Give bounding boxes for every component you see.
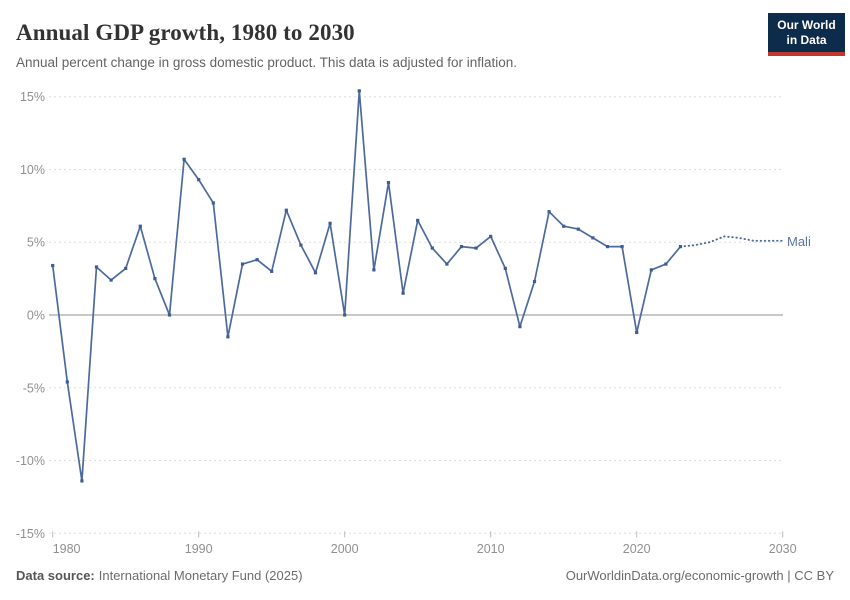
chart-subtitle: Annual percent change in gross domestic …: [16, 55, 518, 70]
series-line-mali[interactable]: [51, 89, 784, 483]
svg-text:1980: 1980: [53, 542, 81, 556]
svg-text:5%: 5%: [27, 236, 45, 250]
svg-text:2000: 2000: [331, 542, 359, 556]
owid-logo-line1: Our World: [777, 18, 836, 32]
svg-text:2030: 2030: [769, 542, 797, 556]
svg-text:-5%: -5%: [23, 381, 45, 395]
svg-text:15%: 15%: [20, 90, 45, 104]
svg-text:10%: 10%: [20, 163, 45, 177]
owid-logo-line2: in Data: [786, 33, 827, 47]
footer-attribution-link[interactable]: OurWorldinData.org/economic-growth | CC …: [565, 568, 834, 583]
svg-text:2010: 2010: [477, 542, 505, 556]
svg-text:0%: 0%: [27, 309, 45, 323]
x-axis: 1980 1990 2000 2010 2020 2030: [52, 531, 797, 556]
data-source-label: Data source:: [16, 568, 95, 583]
footer-data-source: Data source: International Monetary Fund …: [16, 568, 303, 583]
owid-logo[interactable]: Our World in Data: [768, 13, 845, 56]
svg-text:-10%: -10%: [16, 454, 45, 468]
gridlines: [49, 96, 783, 534]
series-entity-label[interactable]: Mali: [787, 234, 811, 249]
svg-text:-15%: -15%: [16, 527, 45, 541]
svg-text:2020: 2020: [623, 542, 651, 556]
svg-text:1990: 1990: [185, 542, 213, 556]
y-axis-labels: 15% 10% 5% 0% -5% -10% -15%: [16, 90, 45, 541]
data-source-value: International Monetary Fund (2025): [98, 568, 303, 583]
page-title: Annual GDP growth, 1980 to 2030: [16, 20, 355, 45]
